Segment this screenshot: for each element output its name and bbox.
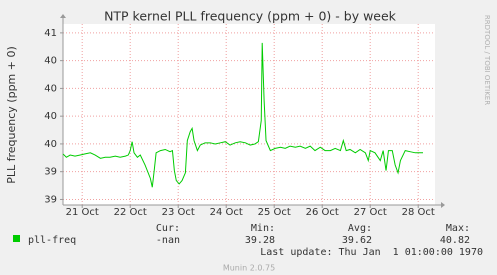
legend-header: Avg:	[348, 223, 372, 234]
legend-value: 39.28	[245, 235, 275, 246]
chart-title: NTP kernel PLL frequency (ppm + 0) - by …	[104, 9, 397, 24]
x-tick-label: 26 Oct	[306, 207, 339, 218]
data-line	[62, 42, 423, 188]
axis-arrow	[441, 202, 445, 208]
last-update: Last update: Thu Jan 1 01:00:00 1970	[260, 247, 483, 258]
x-tick-label: 27 Oct	[354, 207, 387, 218]
legend-swatch	[13, 235, 20, 242]
y-tick-label: 39	[44, 194, 57, 205]
legend-value: 39.62	[342, 235, 372, 246]
axis-arrow	[60, 14, 66, 18]
legend-header: Cur:	[156, 223, 180, 234]
y-tick-label: 39	[44, 167, 57, 178]
y-tick-label: 40	[44, 56, 57, 67]
legend-header: Min:	[251, 223, 275, 234]
y-axis-label: PLL frequency (ppm + 0)	[5, 46, 18, 184]
y-tick-label: 41	[44, 28, 57, 39]
plot-area	[63, 24, 435, 205]
y-tick-label: 40	[44, 83, 57, 94]
x-tick-label: 25 Oct	[258, 207, 291, 218]
side-label: RRDTOOL / TOBI OETIKER	[483, 15, 491, 105]
x-tick-label: 23 Oct	[162, 207, 195, 218]
x-tick-label: 22 Oct	[114, 207, 147, 218]
x-tick-label: 24 Oct	[210, 207, 243, 218]
legend-label: pll-freq	[28, 235, 76, 246]
y-tick-label: 40	[44, 139, 57, 150]
x-tick-label: 28 Oct	[402, 207, 435, 218]
y-tick-label: 40	[44, 111, 57, 122]
x-tick-label: 21 Oct	[66, 207, 99, 218]
legend-value: 40.82	[440, 235, 470, 246]
legend-header: Max:	[446, 223, 470, 234]
legend-value: -nan	[156, 235, 180, 246]
footer: Munin 2.0.75	[223, 264, 275, 273]
